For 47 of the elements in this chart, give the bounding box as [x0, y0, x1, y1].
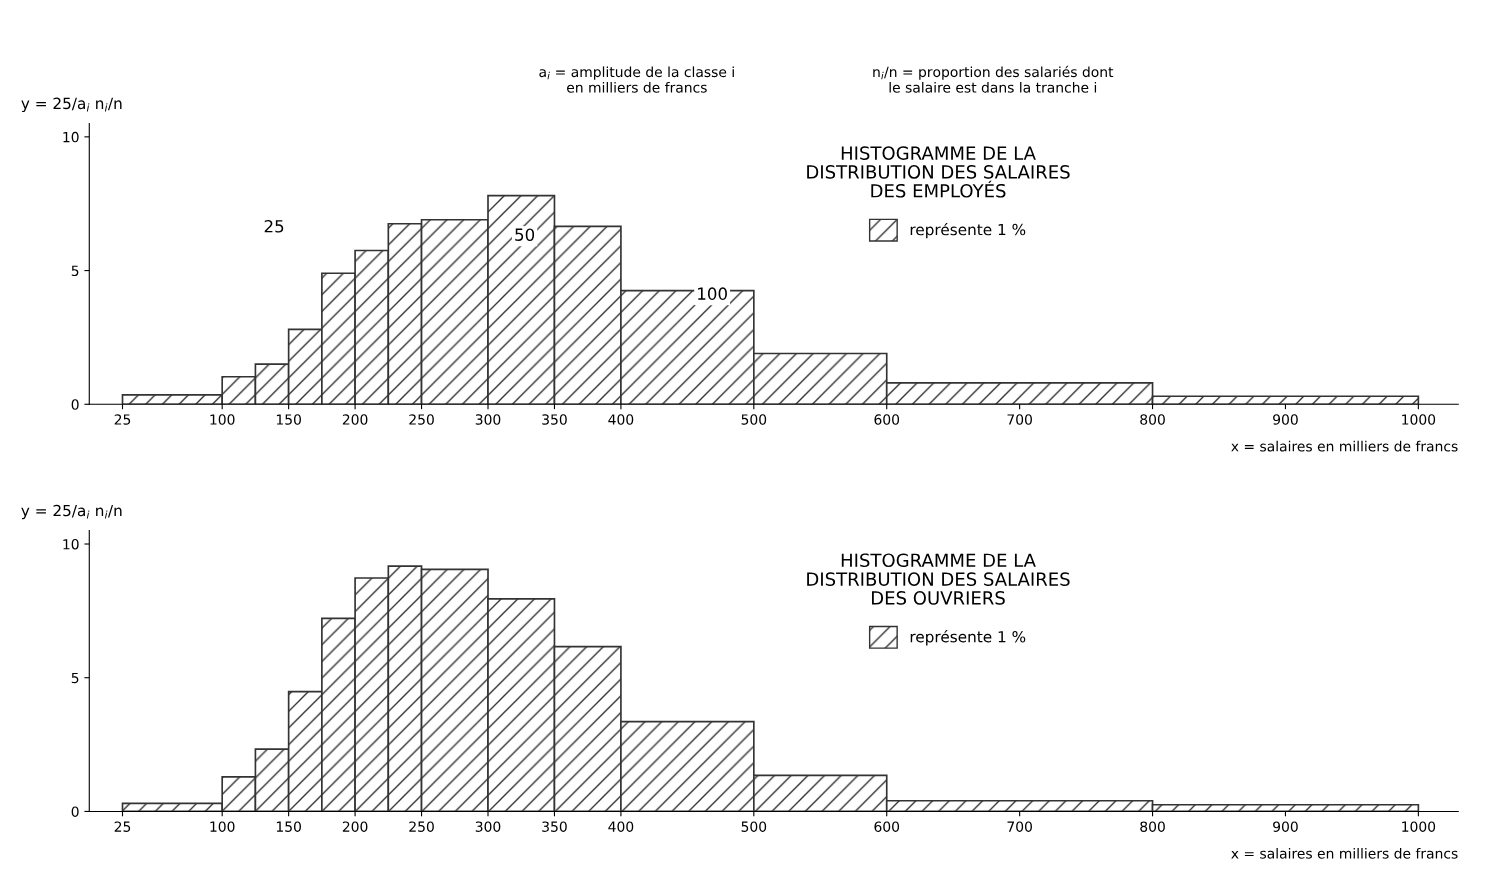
text: HISTOGRAMME DE LA DISTRIBUTION DES SALAIRES DES OUVRIERS — [807, 553, 1070, 605]
x-tick-label: 600 — [874, 821, 900, 832]
text: HISTOGRAMME DE LA DISTRIBUTION DES SALAIRES DES EMPLOYÉS — [807, 146, 1070, 198]
x-tick-label: 25 — [114, 414, 131, 425]
x-tick-label: 800 — [1140, 414, 1165, 425]
x-tick-label: 100 — [210, 414, 235, 425]
annotation: 25 — [264, 219, 284, 233]
x-tick-label: 1000 — [1402, 821, 1436, 832]
x-tick-label: 800 — [1140, 821, 1165, 832]
text: a$_{i}$ = amplitude de la classe i en milliers de francs — [539, 66, 734, 93]
x-tick-label: 500 — [741, 821, 767, 832]
x-tick-label: 25 — [114, 821, 131, 832]
x-tick-label: 500 — [741, 414, 767, 425]
y-tick-label: 10 — [63, 131, 79, 143]
x-tick-label: 350 — [542, 414, 567, 425]
legend-label: représente 1 % — [910, 630, 1026, 646]
x-tick-label: 150 — [276, 414, 301, 425]
x-tick-label: 700 — [1007, 414, 1032, 425]
y-tick-label: 0 — [71, 399, 79, 410]
x-tick-label: 150 — [276, 821, 301, 832]
x-tick-label: 700 — [1007, 821, 1032, 832]
y-axis-title: y = 25/a$_{i}$ n$_{i}$/n — [21, 504, 122, 520]
y-tick-label: 5 — [71, 672, 79, 684]
x-tick-label: 400 — [608, 414, 634, 425]
x-tick-label: 300 — [475, 821, 501, 832]
y-tick-label: 5 — [71, 265, 79, 277]
x-tick-label: 250 — [409, 414, 434, 425]
x-axis-title: x = salaires en milliers de francs — [1231, 847, 1458, 859]
x-tick-label: 600 — [874, 414, 900, 425]
legend-label: représente 1 % — [910, 222, 1026, 239]
y-axis-title: y = 25/a$_{i}$ n$_{i}$/n — [21, 97, 122, 113]
y-tick-label: 10 — [63, 538, 79, 550]
x-tick-label: 1000 — [1402, 414, 1436, 425]
x-tick-label: 400 — [608, 821, 634, 832]
x-tick-label: 200 — [342, 414, 368, 425]
text: n$_{i}$/n = proportion des salariés dont le salaire est dans la tranche i — [873, 65, 1114, 93]
annotation: 50 — [515, 228, 535, 241]
x-tick-label: 900 — [1273, 414, 1298, 425]
x-tick-label: 900 — [1273, 821, 1298, 832]
x-tick-label: 350 — [542, 821, 567, 832]
y-tick-label: 0 — [71, 806, 79, 817]
x-tick-label: 300 — [475, 414, 501, 425]
x-axis-title: x = salaires en milliers de francs — [1231, 440, 1458, 452]
x-tick-label: 100 — [210, 821, 235, 832]
x-tick-label: 250 — [409, 821, 434, 832]
annotation: 100 — [698, 287, 727, 300]
x-tick-label: 200 — [342, 821, 368, 832]
